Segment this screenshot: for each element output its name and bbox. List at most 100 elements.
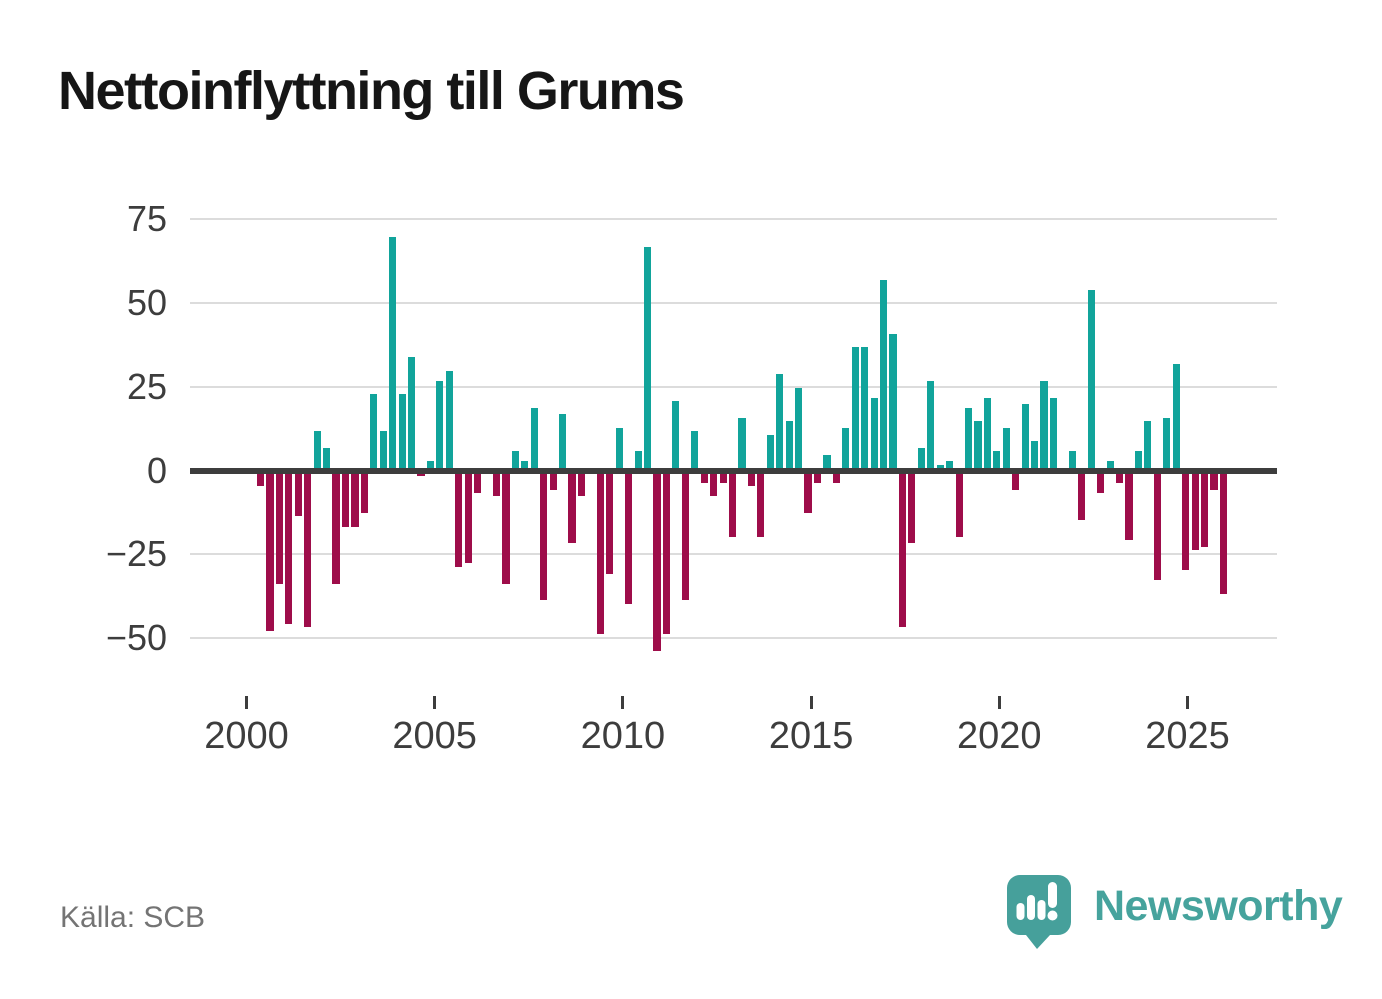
bar-2019-Q1	[964, 407, 973, 472]
bar-2012-Q3	[719, 469, 727, 483]
bar-2016-Q3	[870, 397, 878, 472]
bar-2010-Q1	[625, 469, 633, 604]
bar-2016-Q4	[879, 280, 888, 472]
bar-2002-Q2	[332, 469, 340, 584]
bar-2014-Q4	[804, 469, 812, 514]
bar-2015-Q4	[842, 427, 850, 472]
bar-2004-Q2	[407, 357, 416, 472]
bar-2003-Q4	[389, 236, 397, 472]
bar-2021-Q1	[1040, 380, 1048, 472]
bar-2015-Q1	[813, 469, 822, 483]
x-axis-tick	[245, 696, 248, 709]
bar-2019-Q2	[974, 421, 982, 472]
bar-2017-Q3	[908, 469, 916, 544]
x-axis-tick	[433, 696, 437, 709]
bar-2020-Q2	[1012, 469, 1020, 490]
bar-2003-Q2	[370, 394, 378, 472]
bar-2013-Q3	[757, 469, 765, 537]
gridline	[190, 637, 1277, 640]
zero-axis-line	[190, 467, 1277, 474]
bar-2012-Q1	[700, 469, 708, 483]
bar-2011-Q3	[681, 469, 689, 601]
bar-2002-Q1	[323, 448, 331, 472]
y-axis-label: −50	[105, 617, 167, 659]
x-axis-label: 2010	[580, 715, 666, 757]
bar-2007-Q2	[521, 461, 529, 472]
bar-2022-Q1	[1078, 469, 1086, 520]
bar-2025-Q2	[1200, 469, 1209, 547]
bar-2024-Q4	[1182, 469, 1190, 571]
bar-2007-Q4	[540, 469, 548, 601]
bar-2000-Q4	[275, 469, 283, 584]
x-axis-tick	[809, 696, 813, 709]
newsworthy-wordmark: Newsworthy	[1094, 881, 1343, 930]
bar-2010-Q2	[634, 451, 642, 472]
bar-2025-Q4	[1219, 469, 1227, 594]
bar-2008-Q4	[577, 469, 586, 497]
bar-2025-Q3	[1210, 469, 1218, 490]
bar-2006-Q3	[492, 469, 501, 497]
bar-2011-Q2	[672, 401, 680, 472]
bar-2018-Q3	[946, 461, 954, 472]
gridline	[190, 217, 1277, 220]
bar-2022-Q2	[1087, 290, 1095, 472]
newsworthy-logo-icon	[1007, 875, 1071, 949]
y-axis-label: 75	[126, 197, 167, 239]
gridline	[190, 553, 1277, 556]
bar-2023-Q3	[1134, 451, 1143, 472]
bar-2023-Q1	[1115, 469, 1124, 483]
bar-2016-Q1	[851, 347, 859, 472]
bar-2012-Q4	[728, 469, 737, 537]
bar-2001-Q1	[285, 469, 293, 624]
x-axis-tick	[1186, 696, 1189, 709]
x-axis-tick	[997, 696, 1001, 709]
bar-2005-Q3	[455, 469, 463, 567]
bar-2011-Q1	[662, 469, 671, 634]
bar-2019-Q3	[983, 397, 991, 472]
bar-2003-Q3	[379, 431, 387, 472]
bar-2013-Q2	[747, 469, 755, 487]
bar-2019-Q4	[993, 451, 1001, 472]
x-axis-label: 2005	[392, 715, 477, 757]
source-label: Källa: SCB	[60, 901, 206, 934]
x-axis-label: 2020	[957, 715, 1042, 757]
bar-2023-Q4	[1144, 421, 1152, 472]
bar-2017-Q1	[889, 333, 897, 472]
bar-2021-Q2	[1049, 397, 1058, 472]
bar-2010-Q3	[643, 246, 652, 472]
bar-2005-Q4	[464, 469, 472, 564]
bar-2004-Q1	[398, 394, 406, 472]
bar-2024-Q1	[1153, 469, 1161, 581]
bar-2000-Q3	[266, 469, 274, 631]
bar-2008-Q3	[568, 469, 576, 544]
bar-2020-Q3	[1021, 404, 1029, 472]
bar-2010-Q4	[653, 469, 661, 651]
bar-2015-Q3	[832, 469, 840, 483]
bar-2014-Q3	[795, 387, 803, 472]
x-axis-tick	[621, 696, 625, 709]
bar-2014-Q2	[785, 421, 793, 472]
bar-2009-Q2	[596, 469, 604, 634]
bar-2018-Q4	[955, 469, 963, 537]
y-axis-label: 25	[126, 365, 167, 407]
x-axis-label: 2000	[204, 715, 289, 757]
bar-2006-Q1	[474, 469, 482, 493]
bar-2005-Q1	[436, 380, 444, 472]
bar-2017-Q2	[898, 469, 907, 628]
bar-2006-Q4	[502, 469, 510, 584]
bar-2022-Q4	[1106, 461, 1114, 472]
bar-2012-Q2	[710, 469, 718, 497]
bar-2007-Q3	[530, 407, 538, 472]
bar-2000-Q2	[256, 469, 265, 487]
bar-2007-Q1	[511, 451, 519, 472]
bar-2008-Q2	[559, 414, 567, 472]
bar-2021-Q4	[1068, 451, 1076, 472]
bar-2017-Q4	[917, 448, 925, 472]
bar-2020-Q1	[1002, 427, 1010, 472]
bar-2023-Q2	[1125, 469, 1133, 540]
bar-2009-Q4	[615, 427, 623, 472]
x-axis-label: 2015	[768, 715, 854, 757]
bar-2014-Q1	[776, 374, 784, 472]
